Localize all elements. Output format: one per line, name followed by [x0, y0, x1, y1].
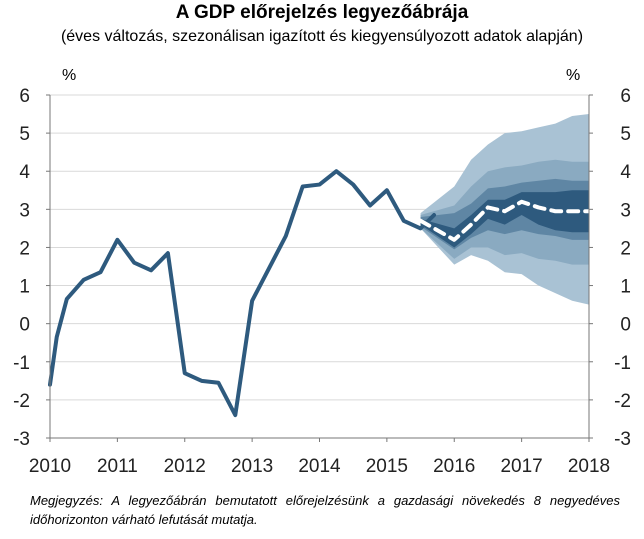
- y-tick-label-left: 1: [19, 277, 30, 298]
- y-tick-label-right: 5: [620, 124, 631, 145]
- chart-title: A GDP előrejelzés legyezőábrája: [175, 2, 469, 23]
- y-tick-label-left: 2: [19, 238, 30, 259]
- y-tick-label-left: -3: [13, 429, 30, 450]
- footnote: Megjegyzés: A legyezőábrán bemutatott el…: [30, 493, 620, 527]
- y-tick-label-right: -1: [614, 353, 631, 374]
- y-tick-label-left: 0: [19, 315, 30, 336]
- y-axis-unit-right: %: [566, 67, 581, 84]
- y-tick-label-left: 5: [19, 124, 30, 145]
- y-tick-label-right: 4: [620, 162, 631, 183]
- x-tick-label: 2013: [231, 456, 273, 477]
- y-tick-label-left: -2: [13, 391, 30, 412]
- y-tick-label-right: -3: [614, 429, 631, 450]
- axes: -3 -3 -2 -2 -1 -1 0 0 1 1 2 2 3 3 4 4 5 5 6 6 2010 2011 2012 20…: [13, 86, 631, 477]
- chart-subtitle: (éves változás, szezonálisan igazított é…: [60, 28, 584, 45]
- y-tick-label-left: 3: [19, 200, 30, 221]
- y-tick-label-right: -2: [614, 391, 631, 412]
- y-tick-label-right: 0: [620, 315, 631, 336]
- y-tick-label-left: -1: [13, 353, 30, 374]
- x-tick-label: 2015: [366, 456, 408, 477]
- forecast-line: [418, 199, 591, 242]
- x-tick-label: 2012: [164, 456, 206, 477]
- y-axis-unit-left: %: [62, 67, 77, 84]
- gdp-actual-line: [48, 169, 437, 418]
- x-tick-label: 2014: [298, 456, 341, 477]
- x-tick-label: 2016: [433, 456, 475, 477]
- y-tick-label-left: 6: [19, 86, 30, 107]
- y-tick-label-right: 6: [620, 86, 631, 107]
- y-tick-label-right: 2: [620, 238, 631, 259]
- series-lines: [48, 169, 591, 418]
- y-tick-label-left: 4: [19, 162, 30, 183]
- y-tick-label-right: 1: [620, 277, 631, 298]
- x-tick-label: 2010: [29, 456, 71, 477]
- x-tick-label: 2018: [568, 456, 610, 477]
- x-tick-label: 2017: [500, 456, 542, 477]
- y-tick-label-right: 3: [620, 200, 631, 221]
- x-tick-label: 2011: [97, 456, 138, 477]
